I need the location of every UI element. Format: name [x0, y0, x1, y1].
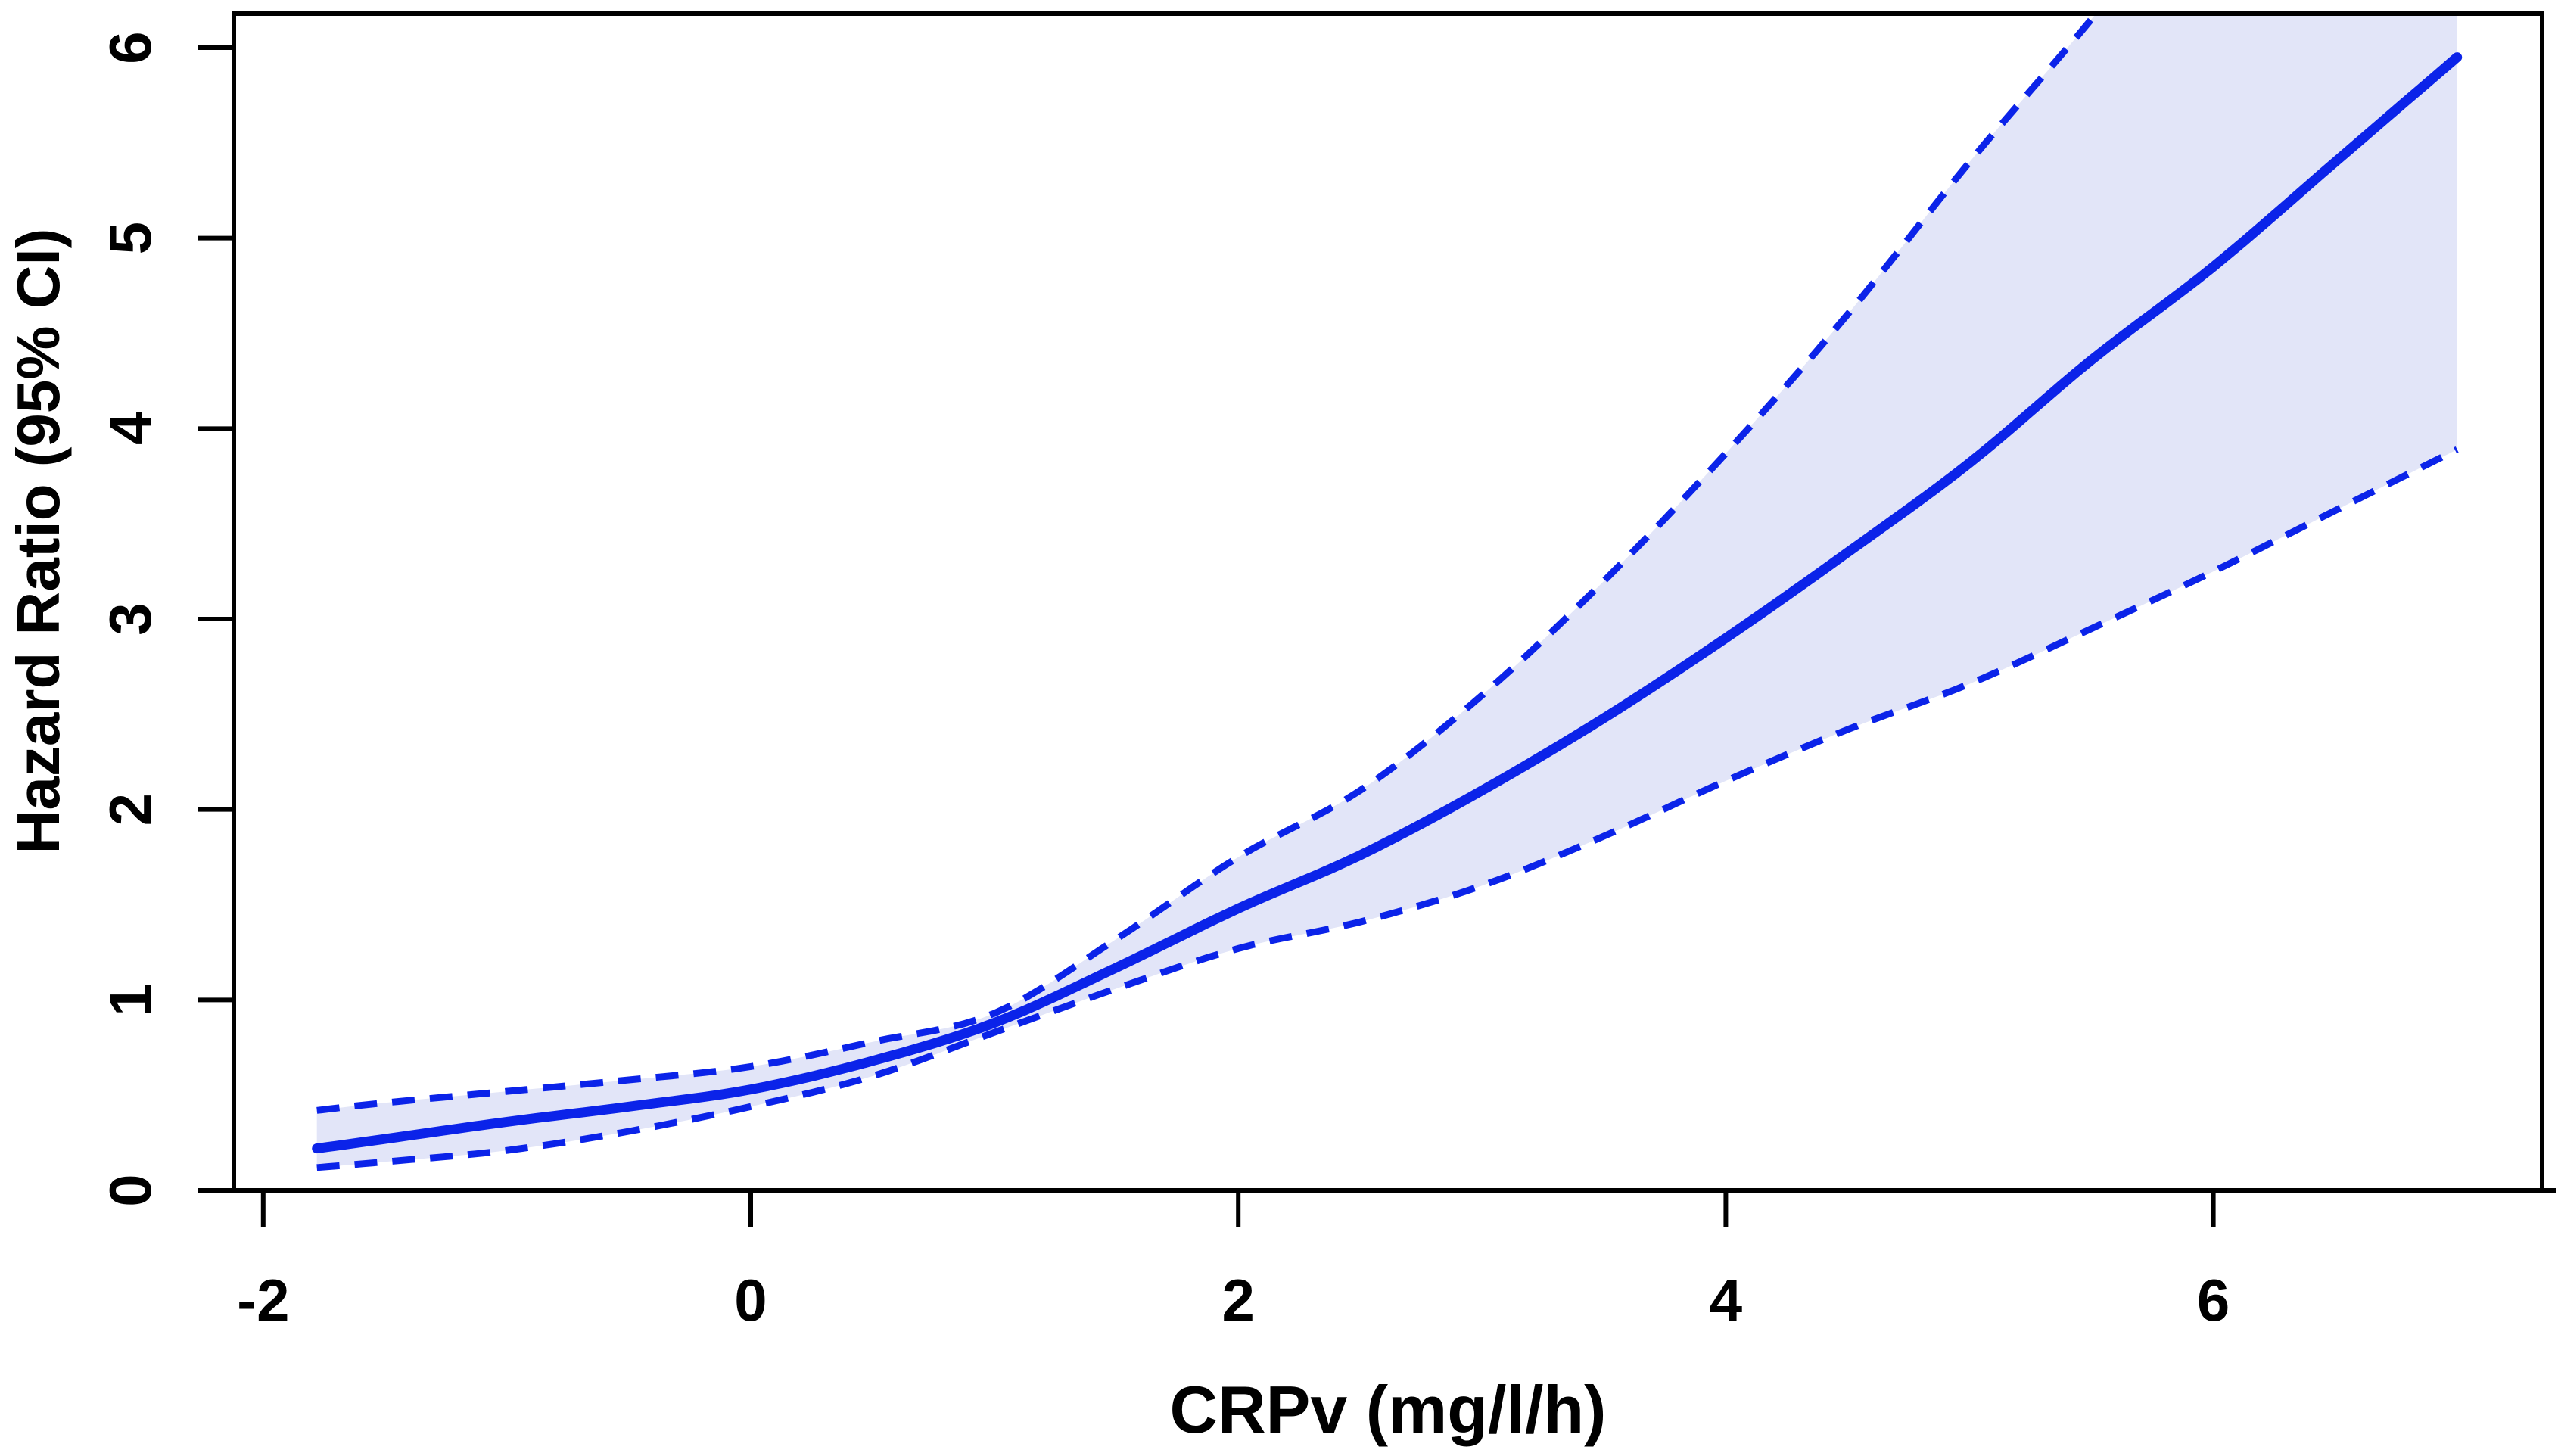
x-tick-label: 0: [734, 1267, 767, 1333]
x-axis-title: CRPv (mg/l/h): [1170, 1372, 1607, 1447]
x-tick-label: 2: [1222, 1267, 1255, 1333]
upper-ci-line: [316, 14, 2101, 1114]
lower-ci-line: [316, 446, 2459, 1171]
x-tick-label: -2: [237, 1267, 289, 1333]
y-axis-title: Hazard Ratio (95% CI): [5, 229, 72, 854]
y-tick-label: 1: [97, 984, 163, 1016]
hazard-ratio-curve: [312, 52, 2463, 1154]
y-tick-label: 5: [97, 222, 163, 254]
y-tick-label: 3: [97, 602, 163, 635]
ci-band: [316, 14, 2457, 1168]
y-tick-label: 4: [97, 412, 163, 445]
y-tick-label: 0: [97, 1174, 163, 1206]
plot-area: [312, 14, 2463, 1171]
y-tick-label: 6: [97, 31, 163, 64]
x-tick-label: 4: [1710, 1267, 1742, 1333]
y-tick-label: 2: [97, 793, 163, 826]
axes: 0 1 2 3 4 5 6 -2 0 2 4 6: [97, 11, 2556, 1333]
x-tick-label: 6: [2197, 1267, 2230, 1333]
